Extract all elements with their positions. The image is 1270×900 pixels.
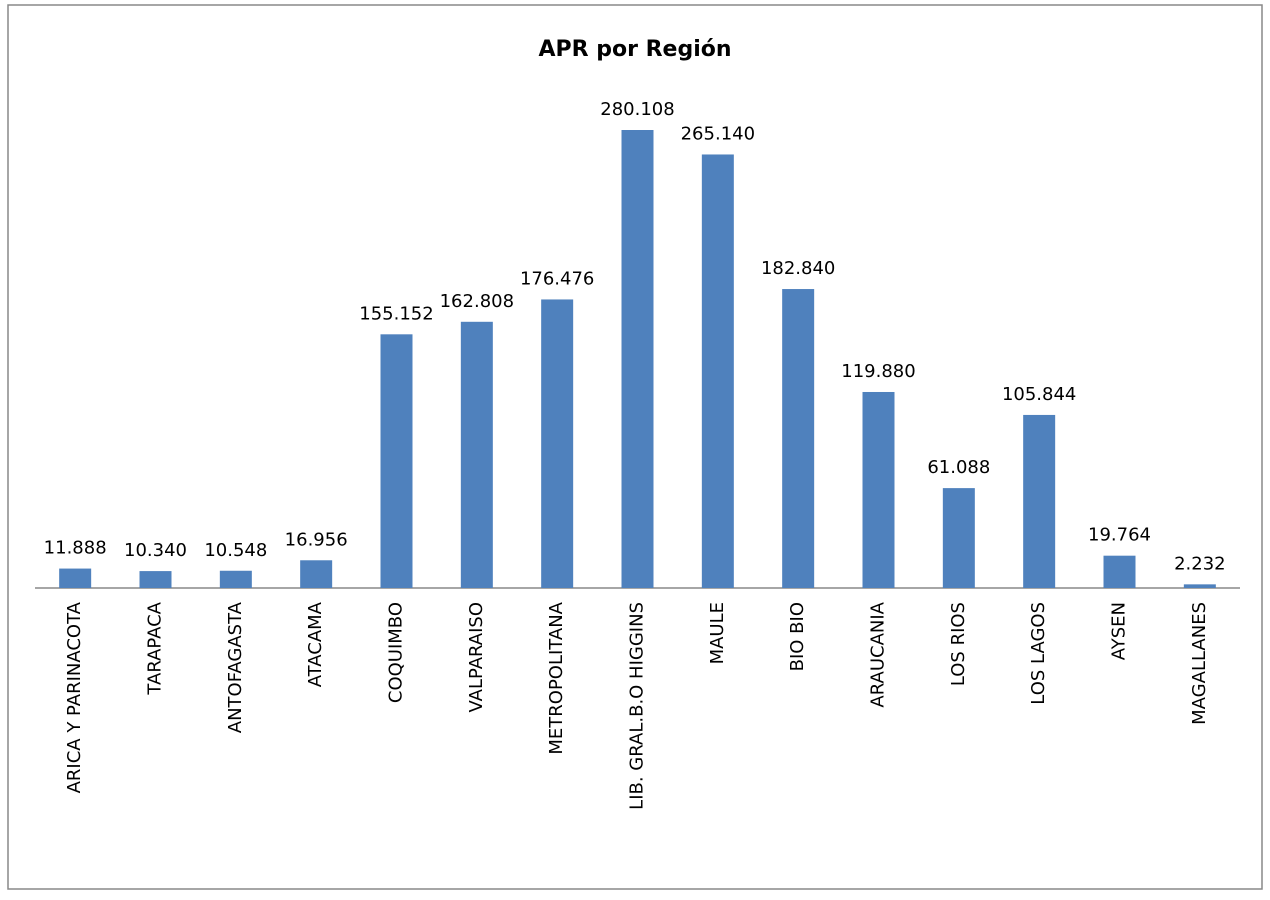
bar bbox=[300, 560, 333, 588]
x-tick-label: AYSEN bbox=[1109, 602, 1130, 660]
x-tick-label: LOS LAGOS bbox=[1028, 602, 1049, 705]
bar bbox=[139, 571, 172, 588]
bar bbox=[541, 299, 574, 588]
bar bbox=[621, 130, 654, 588]
data-label: 155.152 bbox=[359, 303, 433, 324]
bar bbox=[460, 321, 493, 588]
x-tick-label: MAULE bbox=[707, 602, 728, 664]
bar bbox=[219, 570, 252, 588]
bar bbox=[1023, 414, 1056, 588]
data-label: 265.140 bbox=[681, 123, 755, 144]
x-tick-label: LOS RIOS bbox=[948, 602, 969, 686]
x-tick-label: MAGALLANES bbox=[1189, 602, 1210, 725]
bar bbox=[59, 568, 92, 588]
x-tick-label: BIO BIO bbox=[787, 602, 808, 671]
x-tick-label: VALPARAISO bbox=[466, 602, 487, 713]
data-label: 280.108 bbox=[600, 99, 674, 120]
bar bbox=[701, 154, 734, 588]
bar bbox=[380, 334, 413, 588]
data-label: 176.476 bbox=[520, 268, 594, 289]
data-label: 2.232 bbox=[1174, 553, 1226, 574]
x-tick-label: METROPOLITANA bbox=[546, 601, 567, 754]
data-label: 19.764 bbox=[1088, 525, 1151, 546]
bar bbox=[1103, 555, 1136, 588]
data-label: 105.844 bbox=[1002, 384, 1076, 405]
data-label: 61.088 bbox=[927, 457, 990, 478]
data-label: 16.956 bbox=[285, 529, 348, 550]
data-label: 10.548 bbox=[204, 540, 267, 561]
data-label: 10.340 bbox=[124, 540, 187, 561]
bar bbox=[782, 289, 815, 588]
bar bbox=[862, 391, 895, 588]
bar bbox=[942, 488, 975, 588]
x-tick-label: ARAUCANIA bbox=[868, 601, 889, 707]
x-tick-label: TARAPACA bbox=[145, 601, 166, 695]
x-tick-label: ANTOFAGASTA bbox=[225, 601, 246, 733]
data-label: 11.888 bbox=[44, 538, 107, 559]
chart-title: APR por Región bbox=[538, 37, 731, 62]
data-label: 119.880 bbox=[841, 361, 915, 382]
x-tick-label: LIB. GRAL.B.O HIGGINS bbox=[627, 602, 648, 810]
data-label: 162.808 bbox=[440, 291, 514, 312]
data-label: 182.840 bbox=[761, 258, 835, 279]
x-tick-label: ATACAMA bbox=[305, 601, 326, 687]
bar bbox=[1183, 584, 1216, 588]
x-tick-label: COQUIMBO bbox=[386, 602, 407, 703]
x-tick-label: ARICA Y PARINACOTA bbox=[64, 601, 85, 793]
